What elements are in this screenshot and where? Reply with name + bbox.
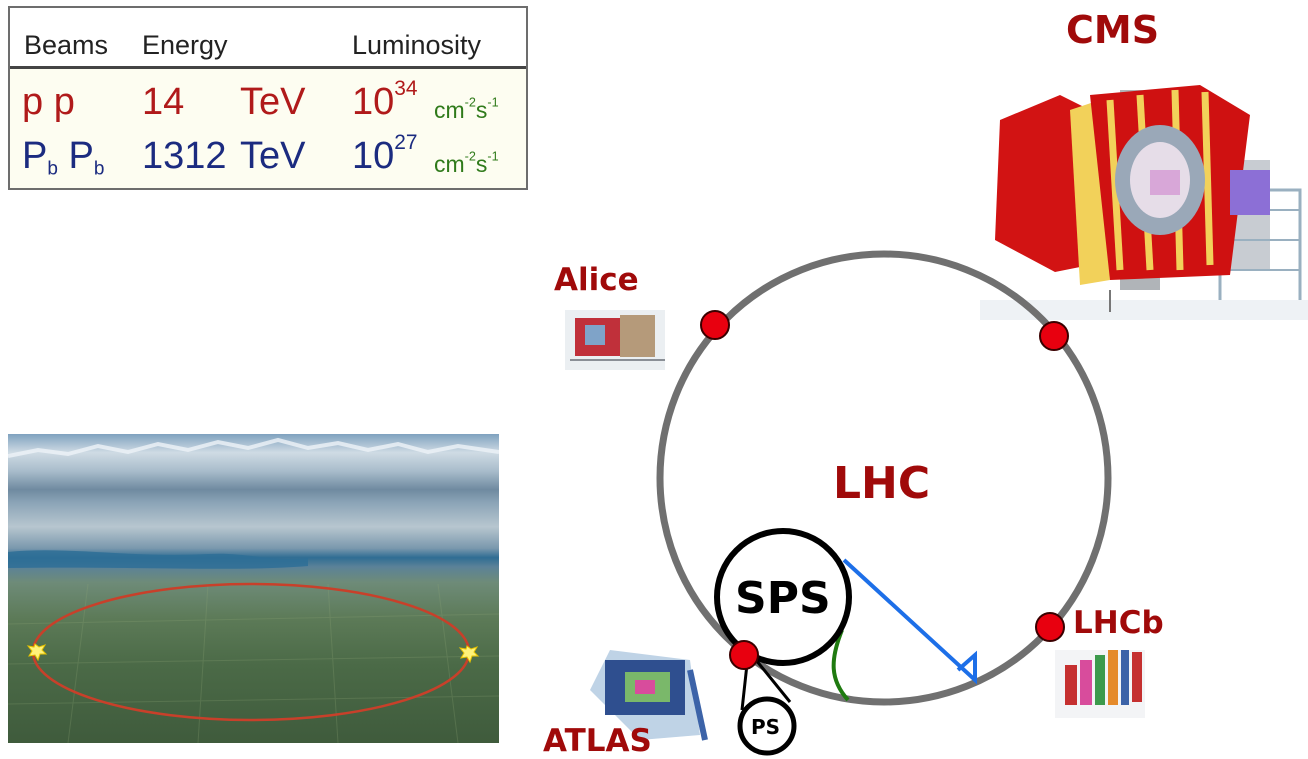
atlas-detector-image [590, 650, 708, 741]
aerial-geneva-photo [8, 434, 499, 743]
table-body: p p 14 TeV 1034 cm-2s-1 Pb Pb 1312 TeV 1… [10, 69, 526, 188]
row1-lumi-unit: cm-2s-1 [434, 95, 499, 123]
transfer-line-blue [842, 558, 977, 685]
cms-collision-point [1039, 321, 1069, 351]
row1-beam: p p [22, 81, 75, 123]
sps-ring [714, 528, 852, 666]
collision-star-left [26, 643, 48, 662]
atlas-collision-point [729, 640, 759, 670]
lhcb-collision-point [1035, 612, 1065, 642]
table-header: Beams Energy Luminosity [10, 8, 526, 66]
header-beams: Beams [24, 30, 109, 60]
alice-detector-image [565, 310, 665, 370]
lhc-label: LHC [833, 458, 931, 509]
atlas-label: ATLAS [543, 723, 652, 759]
header-divider [10, 66, 526, 69]
collision-star-right [458, 645, 480, 664]
aerial-photo-graphic [8, 437, 499, 743]
header-energy: Energy [142, 30, 228, 60]
row2-energy-value: 1312 [142, 135, 227, 177]
alice-label: Alice [554, 262, 639, 298]
header-luminosity: Luminosity [352, 30, 482, 60]
row1-luminosity: 1034 [352, 77, 418, 123]
ps-label: PS [751, 715, 781, 739]
row1-energy-unit: TeV [240, 81, 306, 123]
row2-energy-unit: TeV [240, 135, 306, 177]
alice-collision-point [700, 310, 730, 340]
cms-label: CMS [1066, 8, 1160, 52]
beam-parameters-table: Beams Energy Luminosity p p 14 TeV 1034 … [8, 6, 528, 190]
row1-energy-value: 14 [142, 81, 185, 123]
row2-luminosity: 1027 [352, 131, 418, 177]
lhc-ring [656, 250, 1112, 706]
lhcb-label: LHCb [1073, 605, 1164, 641]
sps-label: SPS [735, 573, 831, 624]
transfer-line-green [831, 629, 850, 702]
lhcb-detector-image [1055, 650, 1145, 718]
row2-lumi-unit: cm-2s-1 [434, 149, 499, 177]
cms-detector-image [980, 85, 1308, 320]
ps-ring [737, 696, 797, 756]
ps-connector-right [750, 654, 792, 703]
row2-beam: Pb Pb [22, 135, 105, 180]
